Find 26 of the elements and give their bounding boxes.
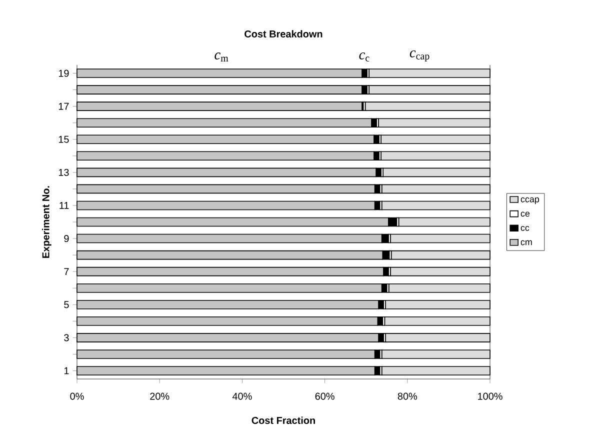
text: c$_{c}$ bbox=[359, 52, 370, 62]
x-tick-label: 60% bbox=[315, 392, 334, 400]
y-tick-label: 5 bbox=[64, 301, 69, 308]
y-tick-label: 17 bbox=[58, 102, 69, 110]
y-tick-label: 3 bbox=[64, 334, 69, 342]
chart-title: Cost Breakdown bbox=[244, 30, 322, 38]
y-tick-label: 1 bbox=[64, 367, 69, 374]
text: c$_{cap}$ bbox=[410, 50, 430, 62]
y-tick-label: 7 bbox=[64, 268, 69, 276]
y-tick-label: 15 bbox=[58, 136, 69, 143]
legend-label: cm bbox=[520, 240, 532, 246]
text: c$_{m}$ bbox=[214, 52, 228, 62]
y-tick-label: 13 bbox=[58, 168, 69, 176]
legend-label: ce bbox=[520, 212, 530, 217]
x-axis-title: Cost Fraction bbox=[252, 416, 315, 424]
x-tick-label: 40% bbox=[232, 392, 252, 400]
legend-label: ccap bbox=[520, 197, 540, 204]
y-tick-label: 9 bbox=[64, 235, 69, 242]
x-tick-label: 0% bbox=[70, 392, 84, 400]
x-tick-label: 100% bbox=[478, 392, 502, 400]
legend-label: cc bbox=[520, 226, 530, 231]
y-tick-label: 11 bbox=[60, 202, 69, 209]
x-tick-label: 20% bbox=[150, 392, 170, 400]
y-axis-title: Experiment No. bbox=[42, 186, 52, 258]
y-tick-label: 19 bbox=[58, 70, 69, 77]
x-tick-label: 80% bbox=[398, 392, 418, 400]
